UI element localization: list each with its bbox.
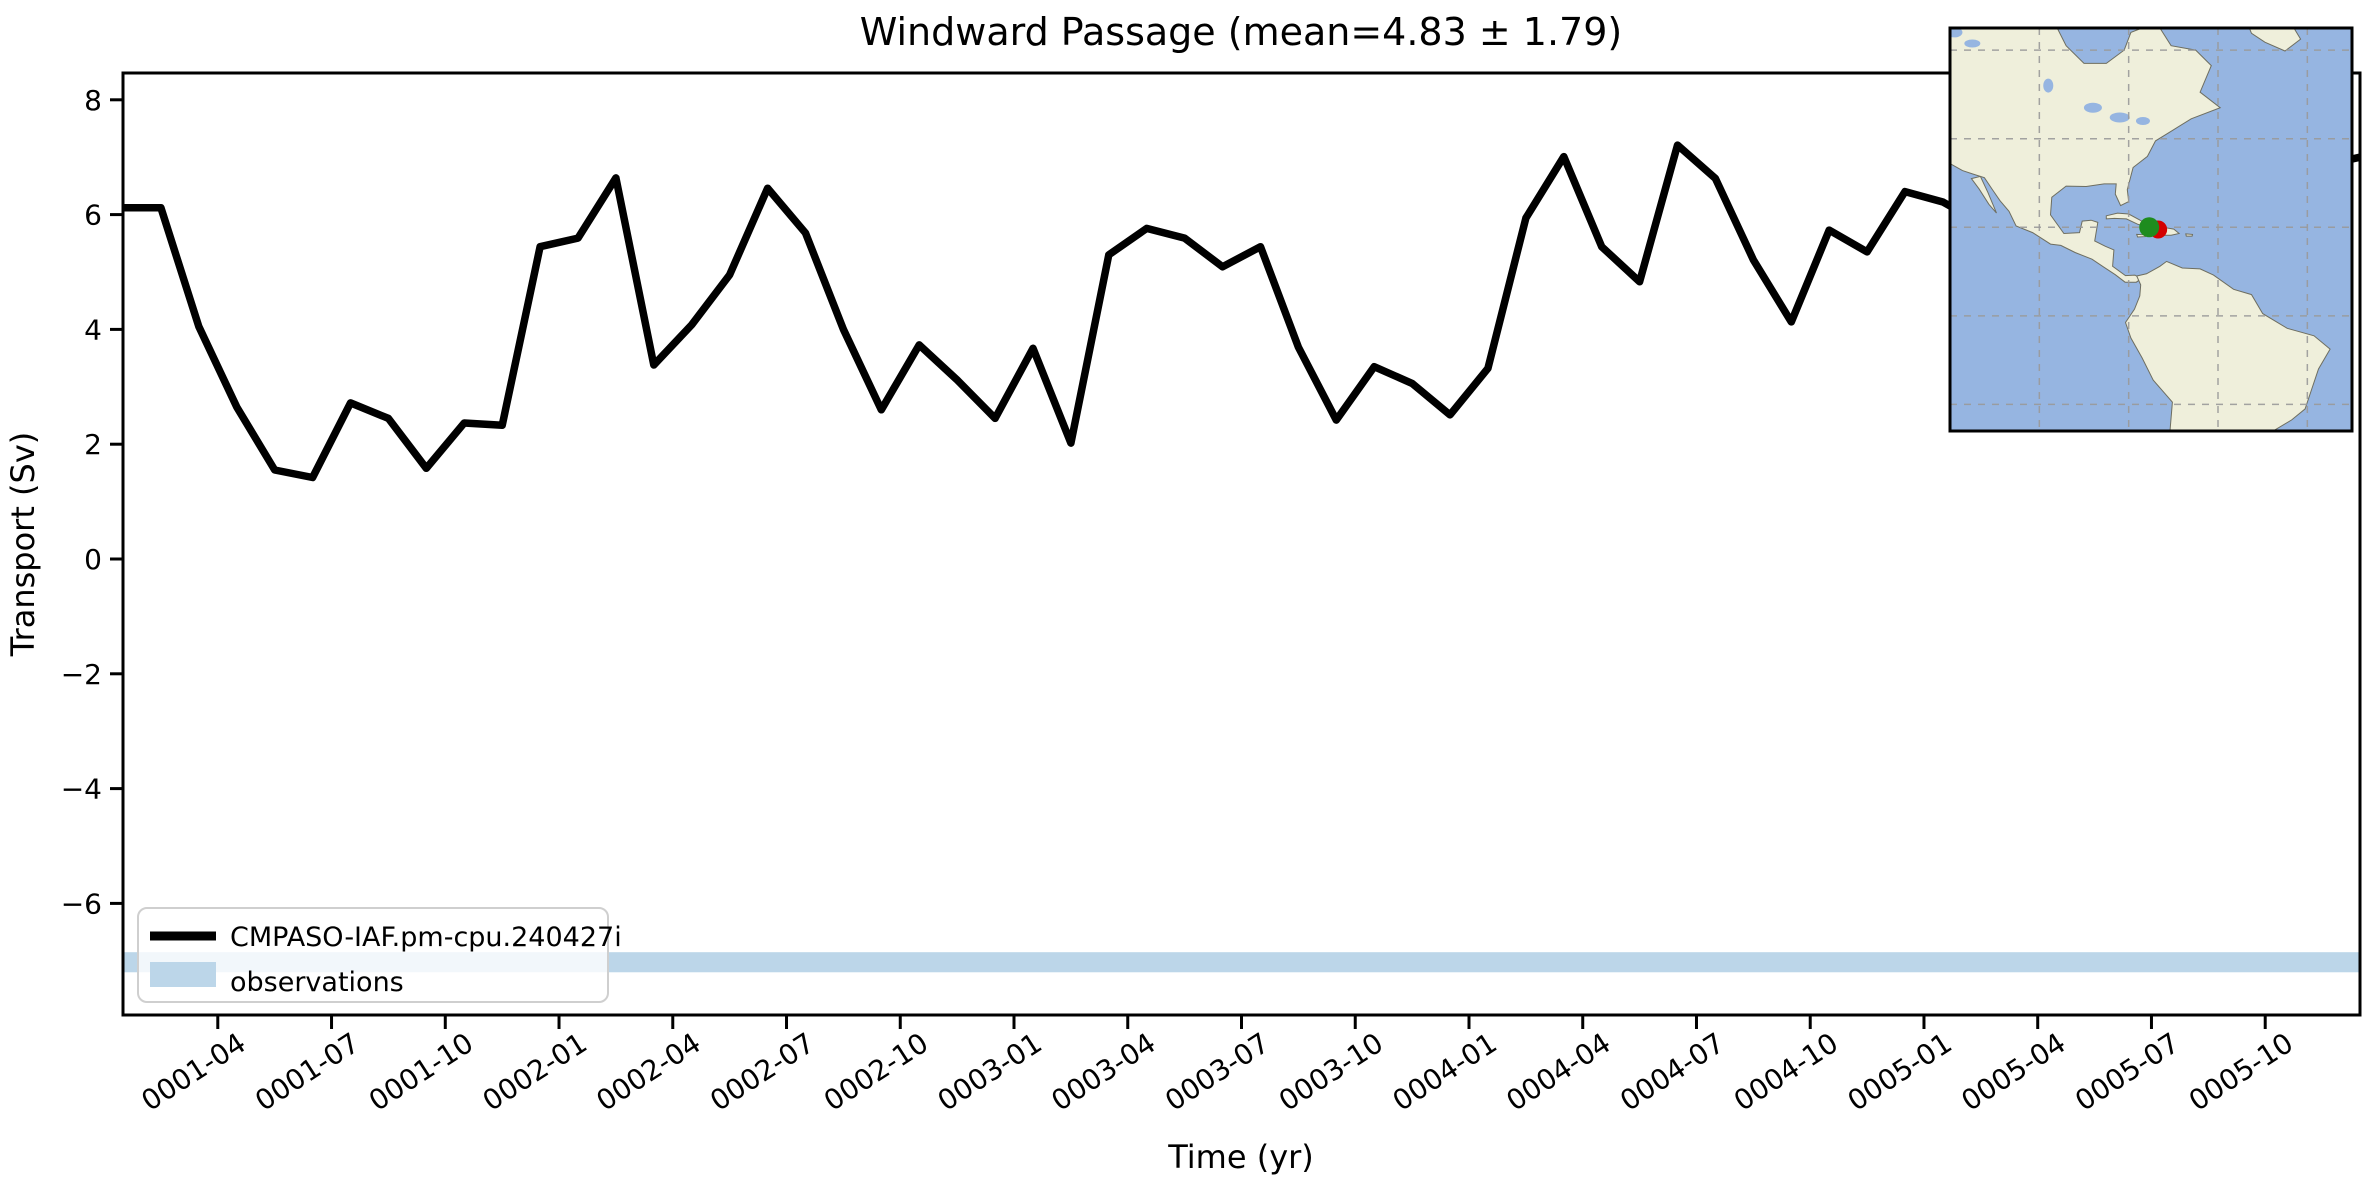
svg-text:0001-04: 0001-04 xyxy=(136,1026,252,1117)
svg-text:0001-07: 0001-07 xyxy=(249,1026,365,1117)
svg-text:−4: −4 xyxy=(61,773,102,806)
svg-text:0002-04: 0002-04 xyxy=(590,1026,706,1117)
x-axis-ticks: 0001-040001-070001-100002-010002-040002-… xyxy=(136,1015,2299,1118)
svg-text:0001-10: 0001-10 xyxy=(363,1026,479,1117)
svg-text:0005-10: 0005-10 xyxy=(2183,1026,2299,1117)
observations-band xyxy=(123,952,2360,973)
svg-text:0005-07: 0005-07 xyxy=(2069,1026,2185,1117)
svg-text:0005-01: 0005-01 xyxy=(1842,1026,1958,1117)
svg-text:0005-04: 0005-04 xyxy=(1955,1026,2071,1117)
svg-text:0004-10: 0004-10 xyxy=(1728,1026,1844,1117)
svg-text:0: 0 xyxy=(84,543,102,576)
inset-location-map xyxy=(1948,26,2354,433)
svg-text:0003-07: 0003-07 xyxy=(1159,1026,1275,1117)
legend-observations-swatch xyxy=(150,962,216,987)
legend-box xyxy=(137,907,609,1003)
svg-text:−6: −6 xyxy=(61,887,102,920)
svg-text:8: 8 xyxy=(84,84,102,117)
x-axis-label: Time (yr) xyxy=(1167,1138,1314,1176)
svg-text:0003-10: 0003-10 xyxy=(1273,1026,1389,1117)
legend-observations-label: observations xyxy=(230,967,404,998)
svg-text:0002-10: 0002-10 xyxy=(818,1026,934,1117)
svg-text:−2: −2 xyxy=(61,658,102,691)
svg-text:0003-04: 0003-04 xyxy=(1045,1026,1161,1117)
svg-text:4: 4 xyxy=(84,313,102,346)
svg-text:0002-07: 0002-07 xyxy=(704,1026,820,1117)
svg-text:0004-04: 0004-04 xyxy=(1500,1026,1616,1117)
svg-text:0002-01: 0002-01 xyxy=(477,1026,593,1117)
y-axis-ticks: 8 6 4 2 0 −2 −4 −6 xyxy=(61,84,123,920)
green-location-marker xyxy=(2139,217,2160,238)
y-axis-label: Transport (Sv) xyxy=(4,432,42,658)
svg-text:2: 2 xyxy=(84,428,102,461)
legend: CMPASO-IAF.pm-cpu.240427i observations xyxy=(137,907,622,1003)
chart-title: Windward Passage (mean=4.83 ± 1.79) xyxy=(860,10,1622,54)
legend-series-label: CMPASO-IAF.pm-cpu.240427i xyxy=(230,922,622,953)
svg-text:0004-01: 0004-01 xyxy=(1387,1026,1503,1117)
svg-text:0004-07: 0004-07 xyxy=(1614,1026,1730,1117)
svg-text:6: 6 xyxy=(84,199,102,232)
svg-text:0003-01: 0003-01 xyxy=(932,1026,1048,1117)
